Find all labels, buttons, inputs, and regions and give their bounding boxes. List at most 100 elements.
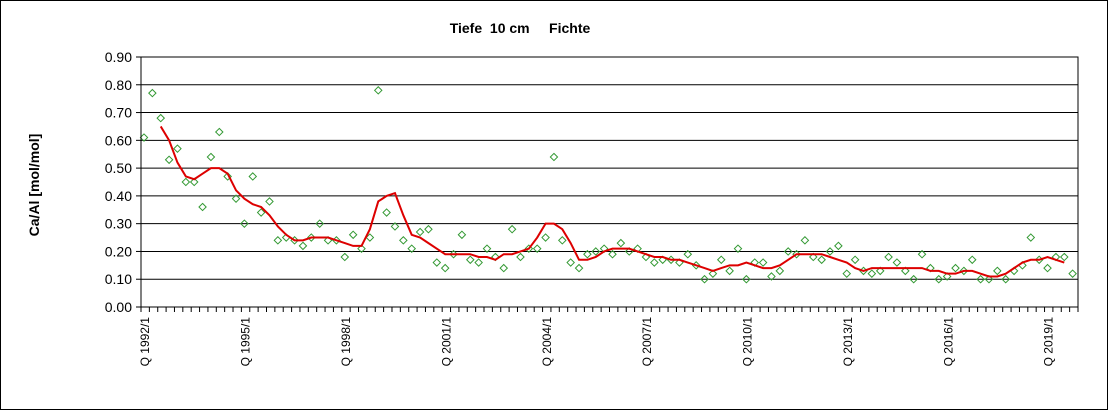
y-tick-label: 0.30 [105, 216, 132, 232]
data-point [792, 249, 801, 259]
y-tick-label: 0.80 [105, 77, 132, 93]
data-point [733, 244, 743, 253]
x-axis-ticks: Q 1992/1 Q 1995/1 Q 1998/1 Q 2001/1 Q 2004/1… [138, 307, 1079, 367]
x-tick-label: Q 2016/1 [941, 317, 955, 367]
data-point [574, 263, 584, 273]
data-point [198, 202, 207, 212]
data-point [223, 172, 232, 181]
data-point [373, 86, 383, 95]
data-point [231, 194, 241, 203]
data-point [507, 224, 517, 234]
data-point [265, 197, 274, 206]
data-point [708, 269, 718, 278]
data-point [875, 266, 885, 276]
plot-area [141, 57, 1078, 307]
data-point [499, 263, 509, 273]
data-point [164, 155, 174, 165]
data-point [976, 274, 985, 284]
data-point [783, 247, 793, 256]
y-axis-ticks: 0.00 0.10 0.20 0.30 0.40 0.50 0.60 0.70 0.80 0.90 [105, 49, 141, 315]
data-point [959, 266, 969, 276]
x-tick-label: Q 2001/1 [439, 317, 453, 367]
data-point [248, 172, 258, 181]
trend-line [159, 125, 1065, 278]
data-point [206, 152, 216, 162]
data-point [993, 266, 1002, 276]
x-tick-label: Q 1998/1 [339, 317, 353, 367]
data-point [867, 269, 877, 278]
data-point [909, 274, 918, 284]
data-point [884, 252, 893, 262]
data-point [1001, 274, 1011, 284]
data-point [173, 144, 182, 153]
data-point [449, 249, 458, 259]
data-point [424, 224, 433, 234]
data-point [390, 222, 400, 231]
x-tick-label: Q 2019/1 [1042, 317, 1056, 367]
data-point [608, 249, 617, 259]
data-point [984, 274, 994, 284]
data-point [683, 249, 693, 259]
y-tick-label: 0.10 [105, 271, 132, 287]
data-point [214, 127, 224, 137]
data-point [516, 252, 525, 262]
data-point [307, 233, 316, 242]
x-tick-label: Q 2004/1 [540, 317, 554, 367]
data-point [541, 233, 550, 242]
data-point [382, 208, 391, 217]
data-point [156, 113, 166, 123]
x-tick-label: Q 2007/1 [640, 317, 654, 367]
y-tick-label: 0.50 [105, 160, 132, 176]
data-point [298, 241, 308, 251]
data-point [951, 263, 960, 273]
data-point [415, 227, 425, 237]
data-point [1043, 263, 1052, 273]
data-point [440, 263, 450, 273]
data-point [532, 244, 542, 253]
data-point [340, 252, 350, 262]
data-point [189, 177, 199, 187]
data-point [557, 236, 567, 245]
data-point [650, 258, 659, 267]
data-point [725, 266, 734, 276]
data-point [1059, 252, 1069, 262]
data-point [1026, 233, 1036, 242]
data-point [967, 255, 977, 265]
data-point [256, 208, 266, 217]
data-point [399, 236, 408, 245]
data-point [465, 255, 475, 265]
data-point [407, 244, 417, 253]
data-point [482, 244, 492, 253]
y-tick-label: 0.00 [105, 299, 132, 315]
x-tick-label: Q 2010/1 [741, 317, 755, 367]
y-tick-label: 0.20 [105, 243, 132, 259]
plot-border [140, 56, 1079, 308]
data-point [273, 236, 283, 245]
data-point [566, 258, 575, 267]
data-point [934, 274, 944, 284]
data-point [942, 272, 952, 281]
data-point [817, 255, 826, 265]
data-point [825, 247, 835, 256]
x-tick-label: Q 2013/1 [841, 317, 855, 367]
data-point [917, 249, 927, 259]
data-point [616, 238, 626, 248]
data-point [181, 177, 191, 187]
data-point [892, 258, 902, 267]
data-point [775, 266, 785, 276]
data-point [716, 255, 726, 265]
data-point [432, 258, 442, 267]
data-point [742, 274, 751, 284]
data-point [842, 269, 852, 278]
data-point [148, 88, 157, 98]
data-point [758, 258, 768, 267]
x-tick-label: Q 1992/1 [138, 317, 152, 367]
scatter-series [139, 86, 1077, 284]
data-point [348, 230, 358, 240]
x-tick-label: Q 1995/1 [239, 317, 253, 367]
data-point [901, 266, 910, 276]
data-point [591, 247, 601, 256]
data-point [240, 219, 249, 228]
y-tick-label: 0.60 [105, 132, 132, 148]
y-tick-label: 0.90 [105, 49, 132, 65]
